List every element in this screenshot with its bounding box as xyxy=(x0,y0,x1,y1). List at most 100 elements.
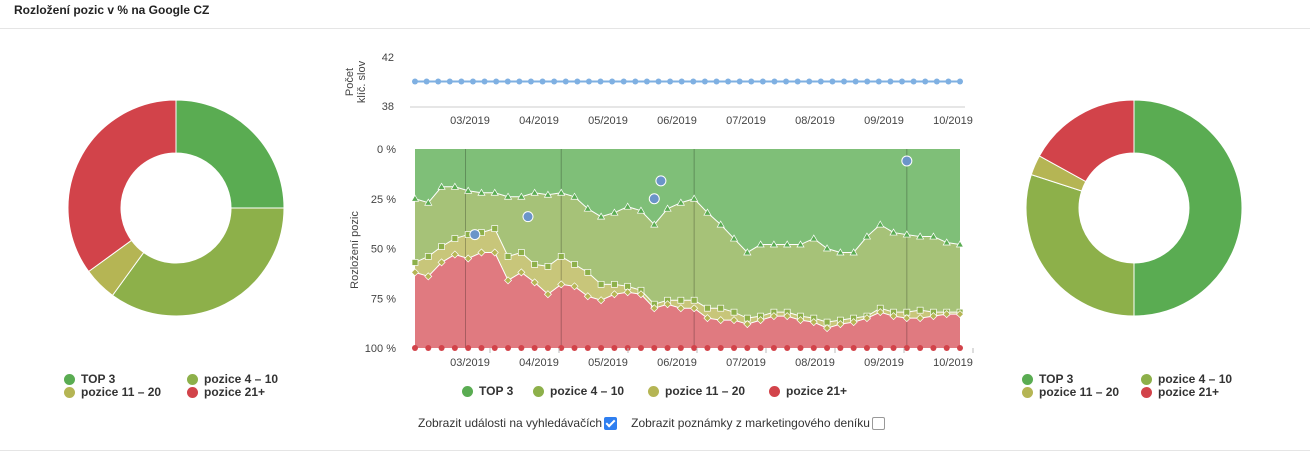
show-events-label[interactable]: Zobrazit události na vyhledávačích xyxy=(418,416,603,430)
p21-marker xyxy=(837,345,844,351)
top3-marker xyxy=(623,202,632,210)
search-engine-event-icon xyxy=(655,175,667,187)
legend-item-p4-10[interactable]: pozice 4 – 10 xyxy=(187,372,278,386)
keyword-count-point xyxy=(539,78,546,85)
top3-marker xyxy=(876,220,885,228)
x-tick-label: 09/2019 xyxy=(864,357,904,369)
top3-marker xyxy=(836,248,845,256)
p4-10-marker xyxy=(677,296,685,304)
x-tick-label: 04/2019 xyxy=(519,357,559,369)
donut-slice-top3 xyxy=(175,99,285,209)
y-tick-label: 0 % xyxy=(377,144,396,156)
keyword-count-point xyxy=(609,78,616,85)
legend-label: pozice 11 – 20 xyxy=(665,384,746,398)
p11-20-marker xyxy=(730,316,739,325)
legend-item-p21[interactable]: pozice 21+ xyxy=(187,385,265,399)
show-notes-checkbox[interactable] xyxy=(871,416,885,430)
keyword-count-point xyxy=(841,78,848,85)
top3-marker xyxy=(570,192,579,200)
top3-marker xyxy=(610,208,619,216)
p21-marker xyxy=(850,345,857,351)
top3-marker xyxy=(729,234,739,242)
x-tick-label: 05/2019 xyxy=(588,115,628,127)
chart-controls: Zobrazit události na vyhledávačích Zobra… xyxy=(418,416,899,430)
keyword-count-chart: Početklíč. slov 42 38 03/2019 04/2019 05/2… xyxy=(344,52,973,127)
p21-marker xyxy=(531,345,538,351)
legend-item-p11-20[interactable]: pozice 11 – 20 xyxy=(648,384,745,398)
area-top3 xyxy=(415,149,960,253)
top3-marker xyxy=(703,208,712,216)
p11-20-marker xyxy=(583,292,592,301)
top3-marker xyxy=(929,232,938,240)
legend-item-p4-10[interactable]: pozice 4 – 10 xyxy=(533,384,624,398)
keyword-count-point xyxy=(435,78,442,85)
p4-10-marker xyxy=(611,280,618,288)
keyword-count-point xyxy=(620,78,627,85)
p11-20-marker xyxy=(783,312,792,321)
top3-marker xyxy=(543,190,553,198)
y-tick-label: 75 % xyxy=(371,293,396,305)
p11-20-marker xyxy=(636,290,645,299)
p11-20-marker xyxy=(769,312,778,321)
position-distribution-chart: Rozložení pozic 0 % 25 % 50 % 75 % 100 % 03/… xyxy=(349,144,974,369)
legend-item-p21[interactable]: pozice 21+ xyxy=(1141,385,1219,399)
legend-item-p11-20[interactable]: pozice 11 – 20 xyxy=(64,385,161,399)
keyword-count-point xyxy=(504,78,511,85)
boundary-line-top3 xyxy=(414,186,961,254)
legend-item-p11-20[interactable]: pozice 11 – 20 xyxy=(1022,385,1119,399)
keyword-count-point xyxy=(597,78,604,85)
p21-marker xyxy=(677,345,684,351)
top3-marker xyxy=(530,188,539,196)
p21-marker xyxy=(465,345,472,351)
legend-item-top3[interactable]: TOP 3 xyxy=(64,372,115,386)
p21-marker xyxy=(797,345,804,351)
show-events-checkbox[interactable] xyxy=(604,416,618,430)
p21-marker xyxy=(505,345,512,351)
x-tick-label: 06/2019 xyxy=(657,357,697,369)
p21-marker xyxy=(917,345,924,351)
keyword-count-point xyxy=(933,78,940,85)
keyword-count-point xyxy=(957,78,963,85)
x-tick-label: 09/2019 xyxy=(864,115,904,127)
legend-item-p21[interactable]: pozice 21+ xyxy=(769,384,847,398)
top3-marker xyxy=(902,230,911,238)
p11-20-marker xyxy=(570,282,579,291)
legend-dot xyxy=(1141,373,1152,385)
top3-marker xyxy=(596,212,606,220)
p4-10-marker xyxy=(438,243,445,250)
p11-20-marker xyxy=(690,304,699,313)
p21-marker xyxy=(731,345,738,351)
p11-20-marker xyxy=(836,320,845,329)
show-notes-label[interactable]: Zobrazit poznámky z marketingového deník… xyxy=(631,416,870,430)
top3-marker xyxy=(690,194,699,202)
keyword-count-point xyxy=(493,78,500,85)
top3-marker xyxy=(490,188,499,196)
p21-marker xyxy=(877,345,884,351)
keyword-count-point xyxy=(945,78,952,85)
legend-item-top3[interactable]: TOP 3 xyxy=(462,384,513,398)
p21-marker xyxy=(544,345,551,351)
p11-20-marker xyxy=(464,254,473,263)
p21-marker xyxy=(451,345,458,351)
p11-20-marker xyxy=(849,318,858,327)
legend-dot xyxy=(1141,386,1152,398)
p21-marker xyxy=(957,345,963,351)
keyword-count-point xyxy=(806,78,813,85)
p11-20-marker xyxy=(557,280,566,289)
p11-20-marker xyxy=(663,300,672,309)
p21-marker xyxy=(770,345,777,351)
keyword-count-point xyxy=(748,78,755,85)
keyword-count-point xyxy=(713,78,720,85)
y-tick-label: 42 xyxy=(382,52,394,64)
legend-item-p4-10[interactable]: pozice 4 – 10 xyxy=(1141,372,1232,386)
p21-marker xyxy=(890,345,897,351)
p11-20-marker xyxy=(517,268,526,277)
p21-marker xyxy=(824,345,831,351)
y-tick-label: 25 % xyxy=(371,194,396,206)
p4-10-marker xyxy=(597,280,605,288)
legend-label: pozice 11 – 20 xyxy=(1039,385,1120,399)
p21-marker xyxy=(930,345,937,351)
legend-item-top3[interactable]: TOP 3 xyxy=(1022,372,1073,386)
x-tick-label: 07/2019 xyxy=(726,115,766,127)
p21-marker xyxy=(691,345,698,351)
